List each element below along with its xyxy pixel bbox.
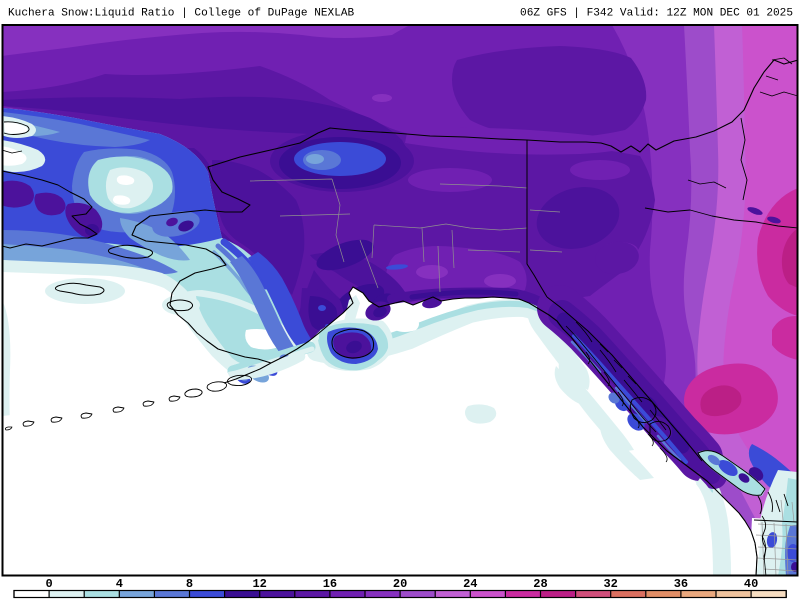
svg-text:32: 32 (603, 577, 617, 591)
svg-text:16: 16 (323, 577, 337, 591)
svg-text:8: 8 (186, 577, 193, 591)
svg-text:0: 0 (45, 577, 52, 591)
svg-text:Kuchera Snow:Liquid Ratio | Co: Kuchera Snow:Liquid Ratio | College of D… (8, 8, 355, 20)
svg-text:40: 40 (744, 577, 758, 591)
svg-text:12: 12 (252, 577, 266, 591)
svg-text:20: 20 (393, 577, 407, 591)
svg-text:28: 28 (533, 577, 547, 591)
svg-text:4: 4 (116, 577, 123, 591)
svg-text:24: 24 (463, 577, 477, 591)
svg-text:36: 36 (674, 577, 688, 591)
svg-text:06Z GFS | F342 Valid: 12Z MON: 06Z GFS | F342 Valid: 12Z MON DEC 01 202… (520, 8, 793, 20)
